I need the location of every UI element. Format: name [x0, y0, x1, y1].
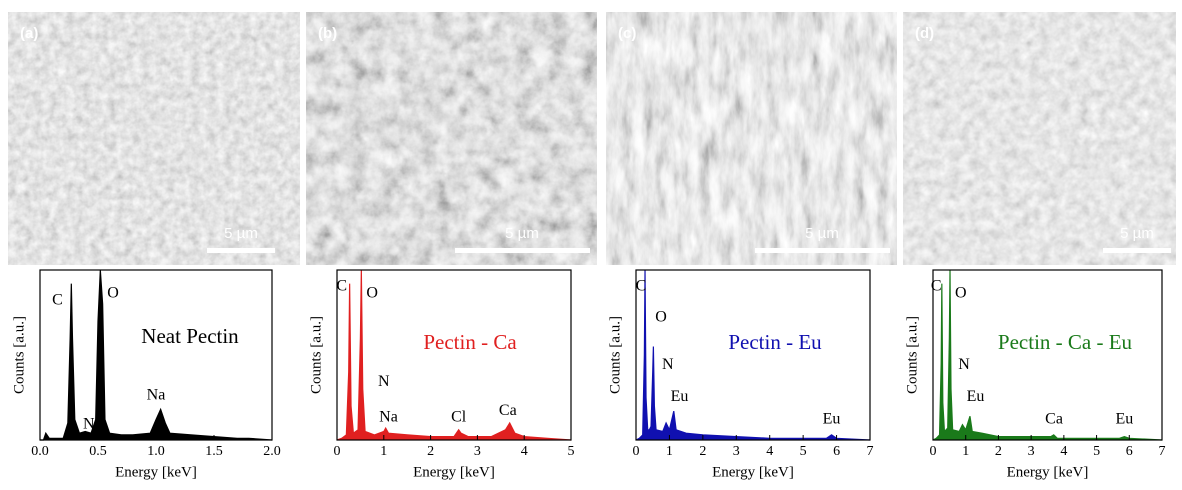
x-tick-label: 0 [334, 444, 341, 459]
x-tick-label: 1 [380, 444, 387, 459]
legend-label: Pectin - Eu [728, 330, 822, 354]
x-tick-label: 2 [995, 444, 1002, 459]
x-tick-label: 1.0 [147, 444, 165, 459]
scale-bar [755, 248, 890, 253]
peak-label: Ca [499, 402, 517, 419]
legend-label: Pectin - Ca [423, 330, 517, 354]
peak-label: Na [147, 386, 166, 403]
peak-label: N [958, 356, 970, 373]
peak-label: C [636, 278, 647, 295]
x-tick-label: 2 [699, 444, 706, 459]
x-tick-label: 0.5 [89, 444, 107, 459]
panel-label: (b) [318, 25, 337, 42]
x-tick-label: 5 [800, 444, 807, 459]
y-axis-label: Counts [a.u.] [904, 316, 920, 394]
x-tick-label: 4 [766, 444, 773, 459]
x-tick-label: 0 [633, 444, 640, 459]
scale-label: 5 µm [805, 225, 839, 242]
scale-bar [207, 248, 275, 253]
sem-image [306, 12, 597, 265]
x-axis-label: Energy [keV] [1007, 464, 1089, 480]
panel-label: (a) [20, 25, 38, 42]
x-tick-label: 5 [568, 444, 575, 459]
x-tick-label: 5 [1093, 444, 1100, 459]
spectrum [40, 270, 272, 440]
x-tick-label: 3 [1028, 444, 1035, 459]
peak-label: N [83, 415, 95, 432]
x-tick-label: 1 [962, 444, 969, 459]
scale-bar [455, 248, 590, 253]
sem-images: (a) (b) (c) (d) 5 µm 5 µm 5 µm 5 µm [8, 12, 1176, 265]
y-axis-label: Counts [a.u.] [11, 316, 27, 394]
scale-label: 5 µm [505, 225, 539, 242]
legend-label: Neat Pectin [141, 324, 239, 348]
peak-label: O [655, 308, 667, 325]
figure: (a) (b) (c) (d) 5 µm 5 µm 5 µm 5 µm 0.0 0… [0, 0, 1182, 485]
scale-bar [1103, 248, 1171, 253]
peak-label: Eu [671, 388, 689, 405]
x-tick-label: 0.0 [31, 444, 49, 459]
peak-label: Na [379, 409, 398, 426]
peak-label: N [378, 373, 390, 390]
x-axis-label: Energy [keV] [115, 464, 197, 480]
panel-label: (c) [618, 25, 636, 42]
peak-label: Eu [967, 388, 985, 405]
y-axis-label: Counts [a.u.] [308, 316, 324, 394]
x-axis-label: Energy [keV] [712, 464, 794, 480]
peak-label: O [366, 284, 378, 301]
x-tick-label: 3 [733, 444, 740, 459]
peak-label: Ca [1045, 410, 1063, 427]
x-tick-label: 0 [930, 444, 937, 459]
x-tick-label: 7 [1159, 444, 1166, 459]
x-tick-label: 7 [867, 444, 874, 459]
panel-label: (d) [915, 25, 934, 42]
x-axis-label: Energy [keV] [413, 464, 495, 480]
y-axis-label: Counts [a.u.] [607, 316, 623, 394]
peak-label: Eu [823, 410, 841, 427]
x-tick-label: 3 [474, 444, 481, 459]
peak-label: C [52, 291, 63, 308]
peak-label: Eu [1115, 410, 1133, 427]
peak-label: O [107, 284, 119, 301]
x-tick-label: 6 [833, 444, 840, 459]
scale-label: 5 µm [224, 225, 258, 242]
peak-label: C [336, 278, 347, 295]
x-tick-label: 4 [521, 444, 528, 459]
scale-label: 5 µm [1120, 225, 1154, 242]
legend-label: Pectin - Ca - Eu [998, 330, 1133, 354]
x-tick-label: 4 [1060, 444, 1067, 459]
x-tick-label: 2 [427, 444, 434, 459]
peak-label: C [931, 278, 942, 295]
peak-label: O [955, 284, 967, 301]
x-tick-label: 6 [1126, 444, 1133, 459]
x-tick-label: 1 [666, 444, 673, 459]
peak-label: Cl [451, 409, 467, 426]
x-tick-label: 1.5 [205, 444, 223, 459]
x-tick-label: 2.0 [263, 444, 281, 459]
sem-image [606, 12, 897, 265]
peak-label: N [662, 356, 674, 373]
